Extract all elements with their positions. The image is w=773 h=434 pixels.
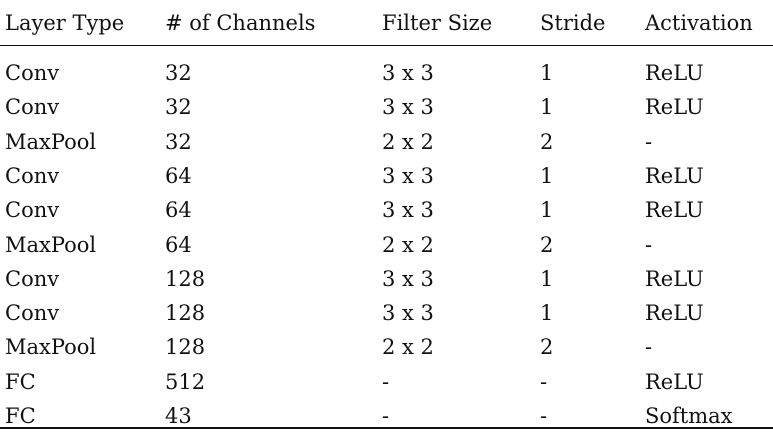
cell-stride: 1 xyxy=(540,163,554,188)
table-row: Conv 128 3 x 3 1 ReLU xyxy=(0,296,773,330)
cell-layer-type: MaxPool xyxy=(5,232,97,257)
cell-channels: 64 xyxy=(165,232,192,257)
cell-layer-type: Conv xyxy=(5,61,60,85)
cell-filter-size: 3 x 3 xyxy=(382,198,434,223)
cell-stride: 1 xyxy=(540,301,554,326)
cell-activation: - xyxy=(645,335,653,360)
cell-stride: - xyxy=(540,369,548,394)
cell-channels: 512 xyxy=(165,369,206,394)
cell-layer-type: FC xyxy=(5,404,36,428)
header-filter-size: Filter Size xyxy=(382,11,493,35)
cell-stride: 2 xyxy=(540,335,554,360)
cell-activation: ReLU xyxy=(645,198,704,223)
cell-stride: 2 xyxy=(540,129,554,154)
cell-stride: 2 xyxy=(540,232,554,257)
cell-channels: 43 xyxy=(165,404,192,428)
cell-layer-type: FC xyxy=(5,369,36,394)
table-row: Conv 32 3 x 3 1 ReLU xyxy=(0,56,773,90)
table-row: MaxPool 32 2 x 2 2 - xyxy=(0,125,773,159)
cell-filter-size: 3 x 3 xyxy=(382,61,434,85)
cell-channels: 32 xyxy=(165,95,192,120)
cell-filter-size: - xyxy=(382,404,390,428)
cell-layer-type: Conv xyxy=(5,198,60,223)
cell-channels: 128 xyxy=(165,335,206,360)
header-channels: # of Channels xyxy=(165,11,316,35)
cell-layer-type: Conv xyxy=(5,163,60,188)
table-row: Conv 64 3 x 3 1 ReLU xyxy=(0,159,773,193)
cell-filter-size: 2 x 2 xyxy=(382,232,434,257)
table-row: MaxPool 128 2 x 2 2 - xyxy=(0,330,773,364)
cell-stride: 1 xyxy=(540,198,554,223)
cell-layer-type: Conv xyxy=(5,95,60,120)
cell-filter-size: 3 x 3 xyxy=(382,266,434,291)
bottom-rule xyxy=(0,427,773,429)
table-row: Conv 32 3 x 3 1 ReLU xyxy=(0,90,773,124)
header-activation: Activation xyxy=(645,11,753,35)
cell-activation: Softmax xyxy=(645,404,733,428)
cell-layer-type: Conv xyxy=(5,301,60,326)
cell-channels: 128 xyxy=(165,301,206,326)
cell-activation: - xyxy=(645,232,653,257)
cell-layer-type: MaxPool xyxy=(5,129,97,154)
header-stride: Stride xyxy=(540,11,606,35)
cell-channels: 128 xyxy=(165,266,206,291)
header-rule xyxy=(0,45,773,46)
cell-stride: - xyxy=(540,404,548,428)
cell-filter-size: 3 x 3 xyxy=(382,95,434,120)
cell-filter-size: 3 x 3 xyxy=(382,163,434,188)
cell-stride: 1 xyxy=(540,61,554,85)
cell-activation: - xyxy=(645,129,653,154)
cell-filter-size: 3 x 3 xyxy=(382,301,434,326)
cell-channels: 32 xyxy=(165,129,192,154)
header-layer-type: Layer Type xyxy=(5,11,125,35)
cell-activation: ReLU xyxy=(645,61,704,85)
table-row: FC 512 - - ReLU xyxy=(0,365,773,399)
cell-activation: ReLU xyxy=(645,266,704,291)
cell-activation: ReLU xyxy=(645,369,704,394)
table-row: MaxPool 64 2 x 2 2 - xyxy=(0,228,773,262)
cell-layer-type: Conv xyxy=(5,266,60,291)
table-header-row: Layer Type # of Channels Filter Size Str… xyxy=(0,6,773,40)
table-row: Conv 128 3 x 3 1 ReLU xyxy=(0,262,773,296)
cell-channels: 64 xyxy=(165,163,192,188)
cell-activation: ReLU xyxy=(645,95,704,120)
cell-layer-type: MaxPool xyxy=(5,335,97,360)
table-row: Conv 64 3 x 3 1 ReLU xyxy=(0,193,773,227)
cell-stride: 1 xyxy=(540,266,554,291)
cell-filter-size: 2 x 2 xyxy=(382,335,434,360)
cell-activation: ReLU xyxy=(645,163,704,188)
cell-stride: 1 xyxy=(540,95,554,120)
cell-activation: ReLU xyxy=(645,301,704,326)
cell-filter-size: 2 x 2 xyxy=(382,129,434,154)
cell-channels: 32 xyxy=(165,61,192,85)
cell-filter-size: - xyxy=(382,369,390,394)
cell-channels: 64 xyxy=(165,198,192,223)
table-row: FC 43 - - Softmax xyxy=(0,399,773,433)
